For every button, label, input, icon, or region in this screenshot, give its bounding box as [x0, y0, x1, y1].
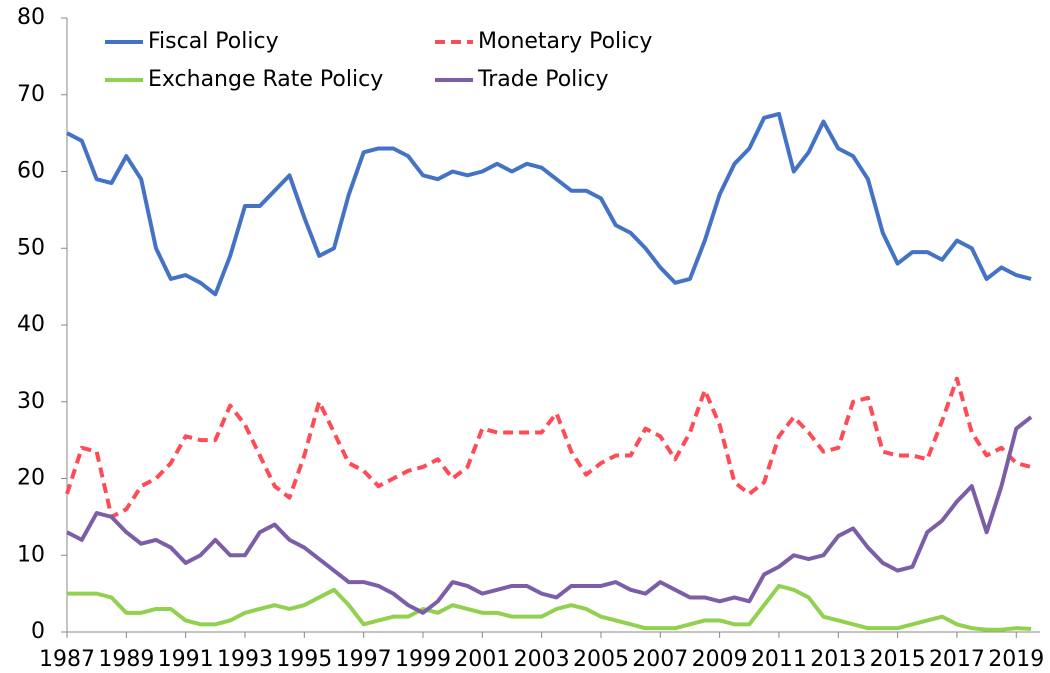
y-tick-label: 30 — [17, 389, 45, 414]
x-tick-label: 1987 — [39, 647, 95, 672]
line-series — [65, 376, 1032, 519]
x-tick-label: 2003 — [514, 647, 570, 672]
legend-label: Monetary Policy — [478, 29, 652, 54]
x-tick-label: 2011 — [751, 647, 807, 672]
x-tick-label: 2001 — [454, 647, 510, 672]
y-tick-label: 10 — [17, 542, 45, 567]
legend-label: Fiscal Policy — [148, 29, 279, 54]
line-series — [66, 111, 1032, 297]
legend-label: Exchange Rate Policy — [148, 67, 383, 92]
y-tick-label: 0 — [31, 619, 45, 644]
y-tick-label: 60 — [17, 159, 45, 184]
x-tick-label: 2017 — [929, 647, 985, 672]
legend-label: Trade Policy — [477, 67, 609, 92]
y-tick-label: 20 — [17, 466, 45, 491]
x-tick-label: 1991 — [158, 647, 214, 672]
y-tick-label: 40 — [17, 312, 45, 337]
x-tick-label: 1999 — [395, 647, 451, 672]
x-tick-label: 1993 — [217, 647, 273, 672]
x-tick-label: 2005 — [573, 647, 629, 672]
x-tick-label: 2019 — [988, 647, 1044, 672]
x-tick-label: 1995 — [276, 647, 332, 672]
x-tick-label: 2015 — [870, 647, 926, 672]
x-tick-label: 1989 — [98, 647, 154, 672]
x-tick-label: 2009 — [692, 647, 748, 672]
y-tick-label: 50 — [17, 235, 45, 260]
line-series — [66, 415, 1033, 615]
x-tick-label: 2007 — [632, 647, 688, 672]
x-tick-label: 1997 — [336, 647, 392, 672]
y-tick-label: 70 — [17, 82, 45, 107]
y-tick-label: 80 — [17, 5, 45, 30]
x-tick-label: 2013 — [810, 647, 866, 672]
line-series — [67, 583, 1032, 632]
